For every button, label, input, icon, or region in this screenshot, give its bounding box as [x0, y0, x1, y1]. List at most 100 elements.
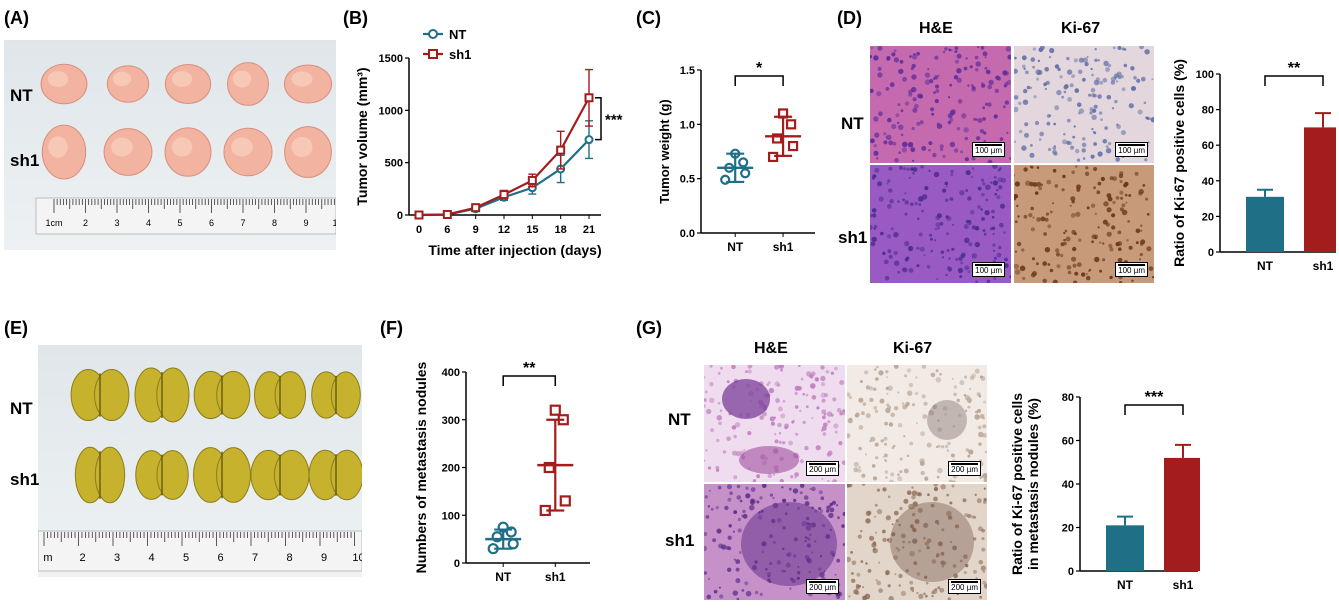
cell-nucleus: [980, 45, 985, 50]
cell-nucleus: [911, 74, 917, 80]
cell-nucleus: [945, 215, 949, 219]
cell-nucleus: [715, 465, 720, 470]
cell-nucleus: [945, 273, 948, 277]
cell-nucleus: [897, 473, 900, 477]
cell-nucleus: [993, 277, 997, 281]
cell-nucleus: [978, 431, 984, 438]
cell-nucleus: [1112, 46, 1116, 50]
cell-nucleus: [916, 572, 921, 576]
cell-nucleus: [878, 111, 883, 117]
cell-nucleus: [876, 508, 883, 515]
cell-nucleus: [818, 490, 823, 495]
cell-nucleus: [1066, 118, 1071, 123]
cell-nucleus: [933, 171, 940, 178]
cell-nucleus: [920, 470, 925, 476]
chart-f-x-tick-label: NT: [495, 570, 512, 584]
cell-nucleus: [910, 586, 914, 591]
cell-nucleus: [1104, 126, 1108, 130]
cell-nucleus: [1024, 132, 1029, 138]
cell-nucleus: [924, 186, 929, 191]
col-label-g-ki67: Ki-67: [893, 340, 933, 357]
cell-nucleus: [985, 69, 991, 75]
cell-nucleus: [747, 364, 752, 369]
cell-nucleus: [1030, 57, 1036, 62]
cell-nucleus: [820, 365, 825, 370]
cell-nucleus: [948, 257, 951, 260]
cell-nucleus: [939, 587, 945, 593]
cell-nucleus: [874, 132, 880, 138]
cell-nucleus: [975, 61, 981, 67]
cell-nucleus: [1094, 212, 1097, 215]
cell-nucleus: [867, 569, 872, 573]
cell-nucleus: [1069, 83, 1074, 88]
cell-nucleus: [983, 474, 988, 478]
cell-nucleus: [770, 421, 775, 426]
cell-nucleus: [1071, 74, 1075, 78]
cell-nucleus: [873, 224, 878, 229]
cell-nucleus: [1119, 179, 1123, 184]
cell-nucleus: [1030, 227, 1035, 232]
cell-nucleus: [899, 457, 903, 461]
cell-nucleus: [892, 141, 897, 146]
cell-nucleus: [895, 113, 900, 118]
cell-nucleus: [865, 413, 871, 419]
cell-nucleus: [1097, 94, 1102, 99]
ruler-number: 1cm: [45, 218, 62, 228]
cell-nucleus: [971, 167, 975, 170]
cell-nucleus: [789, 587, 792, 590]
chart-f-sd-bar: [546, 418, 565, 512]
cell-nucleus: [1062, 174, 1066, 179]
ruler-number: 5: [177, 218, 182, 228]
cell-nucleus: [873, 515, 877, 518]
cell-nucleus: [1135, 241, 1139, 245]
chart-d-y-tick-label: 100: [1196, 69, 1214, 81]
cell-nucleus: [926, 538, 932, 543]
cell-nucleus: [1102, 242, 1105, 245]
cell-nucleus: [1109, 247, 1114, 252]
cell-nucleus: [1077, 262, 1082, 267]
cell-nucleus: [864, 593, 871, 600]
cell-nucleus: [1108, 142, 1112, 146]
cell-nucleus: [931, 594, 934, 598]
cell-nucleus: [1022, 99, 1029, 105]
cell-nucleus: [1117, 75, 1122, 80]
cell-nucleus: [705, 449, 708, 452]
cell-nucleus: [923, 254, 926, 257]
cell-nucleus: [877, 181, 883, 187]
cell-nucleus: [956, 398, 960, 403]
ruler-number: 4: [146, 218, 151, 228]
cell-nucleus: [1128, 245, 1133, 250]
cell-nucleus: [826, 509, 830, 513]
cell-nucleus: [1125, 201, 1128, 204]
cell-nucleus: [976, 136, 981, 141]
cell-nucleus: [1100, 176, 1105, 182]
cell-nucleus: [901, 267, 907, 272]
cell-nucleus: [869, 440, 872, 443]
chart-c-y-tick-label: 1.0: [680, 119, 695, 131]
cell-nucleus: [752, 479, 757, 483]
cell-nucleus: [899, 59, 904, 64]
cell-nucleus: [768, 387, 775, 394]
cell-nucleus: [1012, 106, 1019, 113]
cell-nucleus: [1147, 141, 1150, 144]
cell-nucleus: [922, 414, 928, 419]
cell-nucleus: [898, 573, 903, 579]
cell-nucleus: [963, 571, 967, 575]
col-label-d-he: H&E: [919, 20, 953, 37]
cell-nucleus: [899, 506, 903, 511]
cell-nucleus: [882, 456, 885, 458]
cell-nucleus: [897, 270, 901, 274]
cell-nucleus: [865, 562, 868, 565]
cell-nucleus: [912, 97, 917, 102]
cell-nucleus: [982, 117, 986, 121]
cell-nucleus: [943, 50, 946, 54]
cell-nucleus: [937, 444, 941, 448]
cell-nucleus: [930, 372, 936, 378]
cell-nucleus: [1035, 69, 1041, 75]
chart-b-x-tick-label: 21: [583, 224, 595, 236]
chart-c-significance-bracket: [734, 75, 784, 86]
cell-nucleus: [873, 55, 879, 61]
cell-nucleus: [1109, 176, 1114, 181]
cell-nucleus: [949, 540, 953, 544]
cell-nucleus: [964, 513, 969, 518]
